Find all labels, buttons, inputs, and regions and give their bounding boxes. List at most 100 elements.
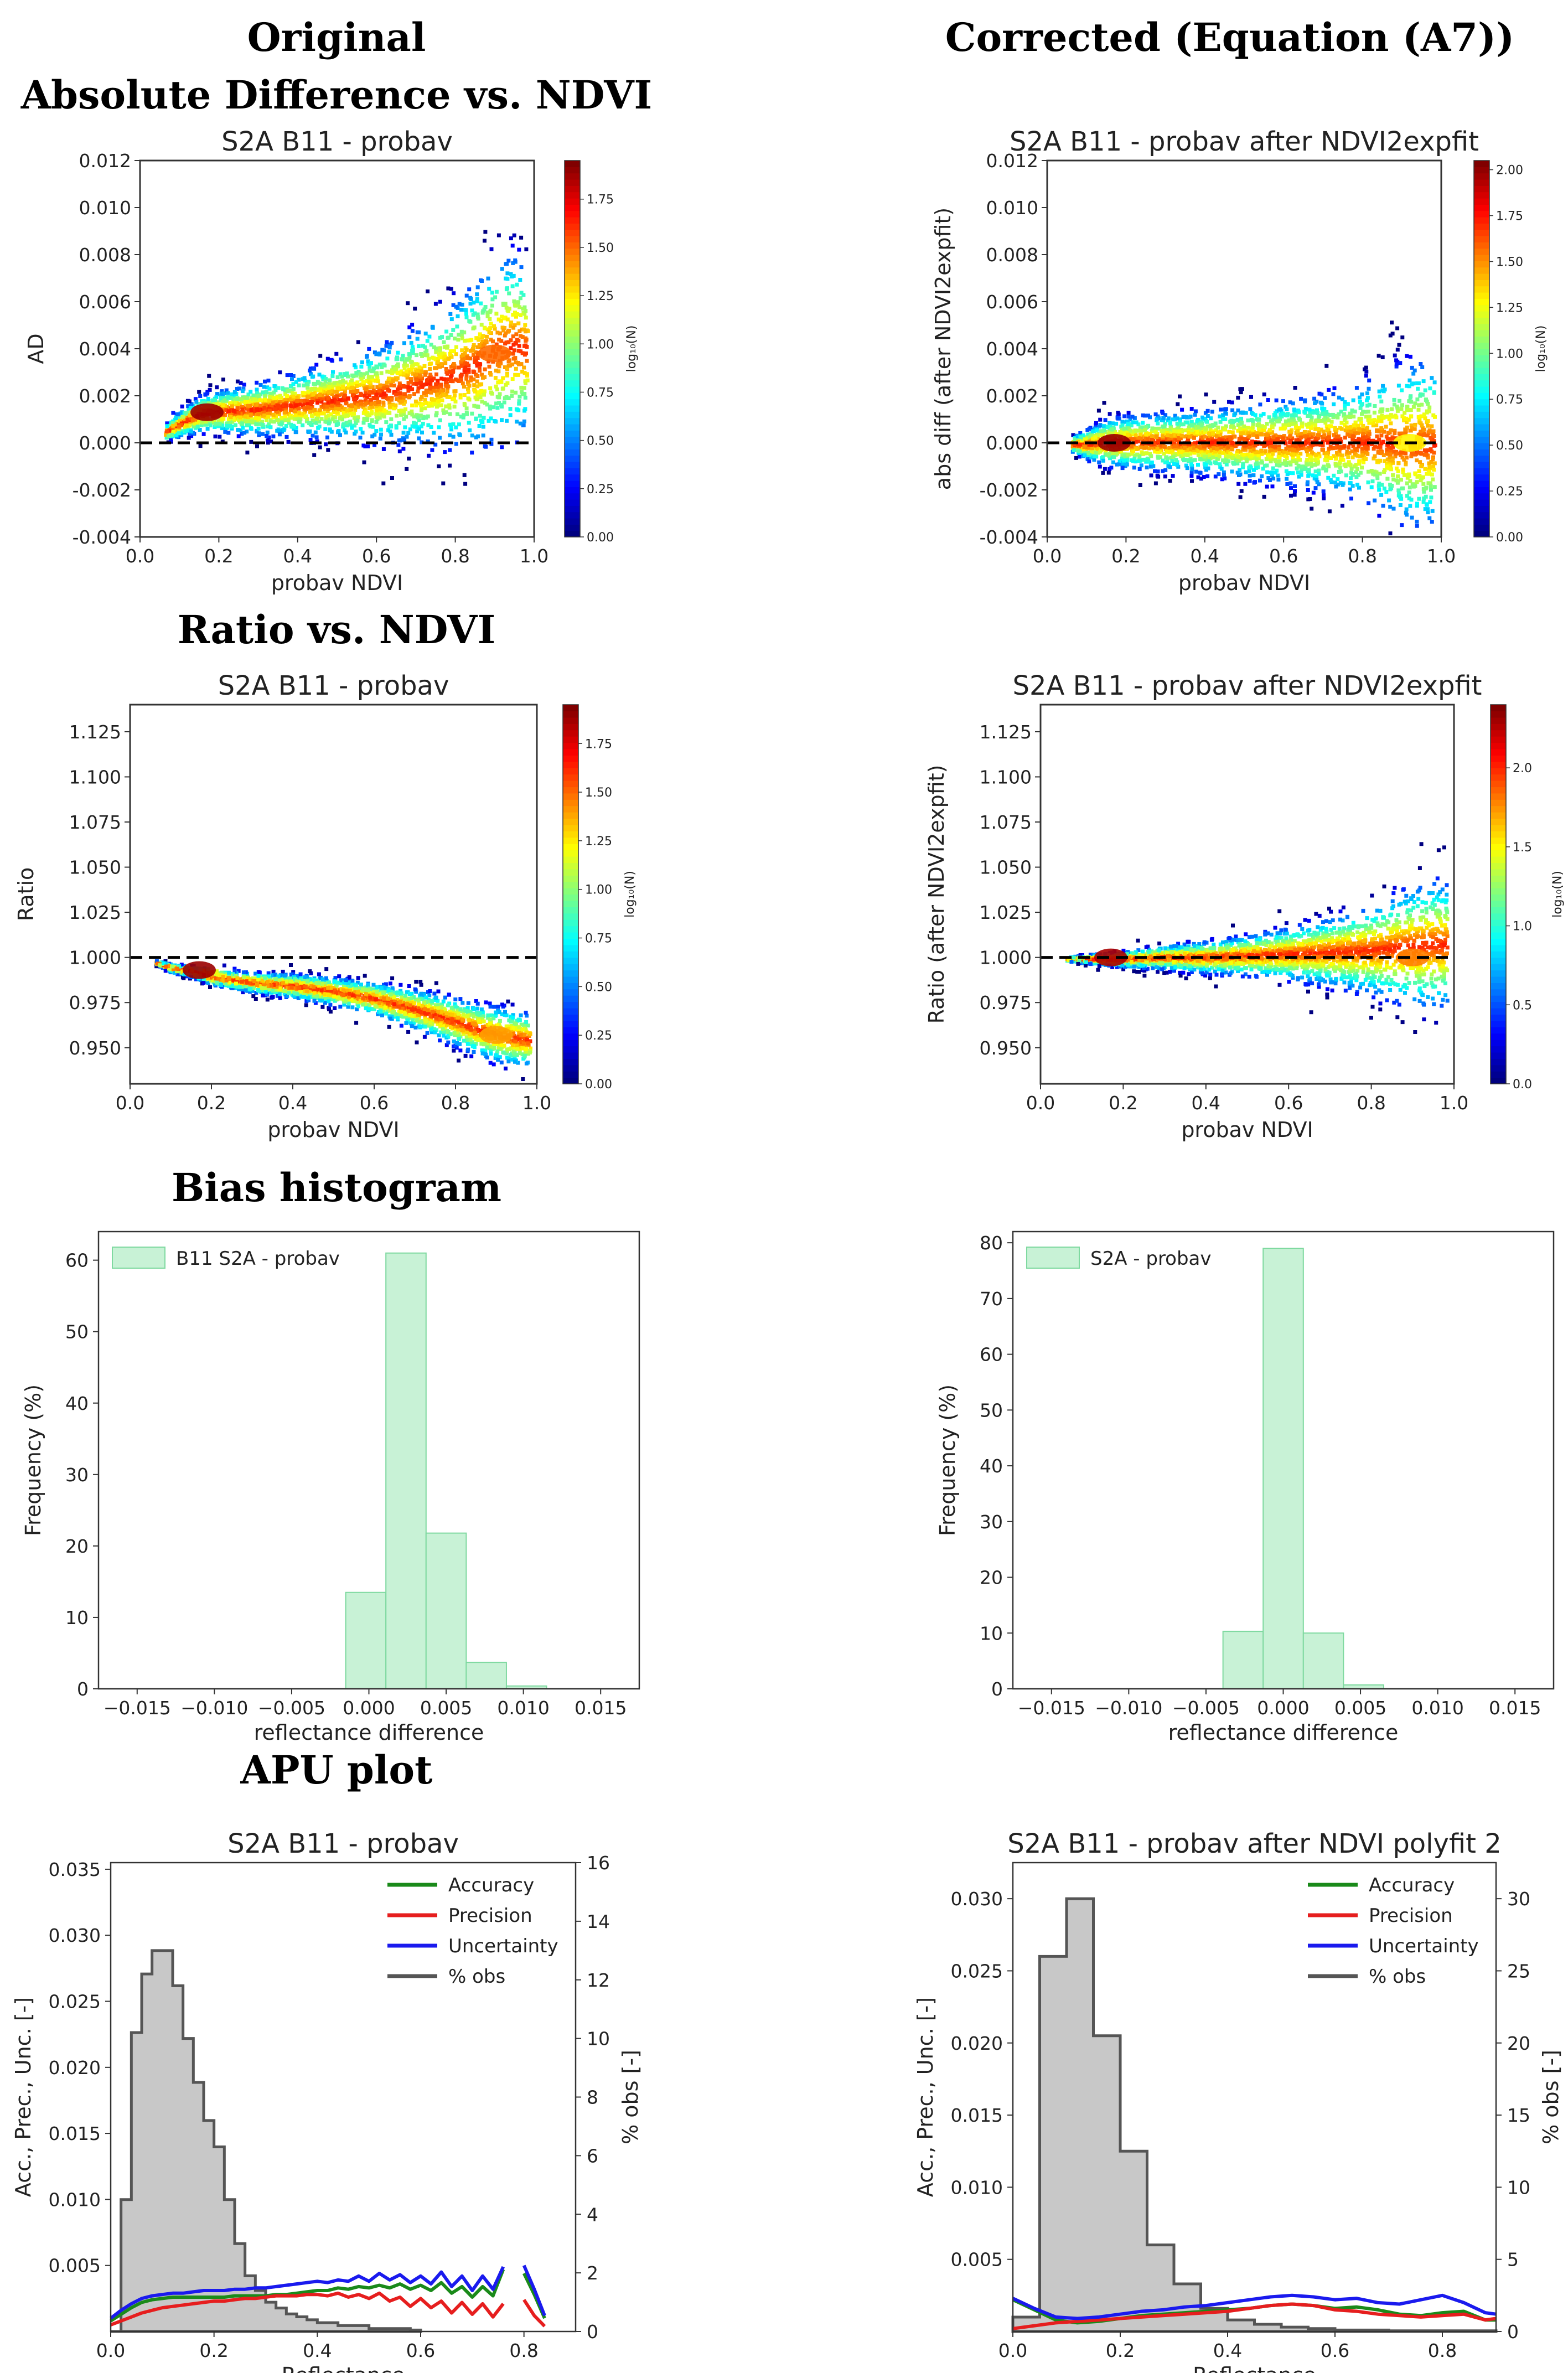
colorbar-segment: [565, 361, 580, 368]
density-point: [1078, 438, 1083, 443]
density-point: [1267, 478, 1272, 482]
density-point: [1136, 436, 1141, 440]
density-point: [1288, 430, 1292, 434]
density-point: [1215, 433, 1220, 438]
density-point: [1099, 433, 1104, 437]
density-point: [1175, 438, 1179, 442]
density-point: [265, 424, 270, 428]
density-point: [1430, 509, 1435, 513]
density-point: [1290, 417, 1293, 421]
density-point: [489, 322, 493, 326]
density-point: [1177, 436, 1181, 440]
density-point: [1218, 420, 1223, 424]
density-point: [230, 404, 234, 409]
density-point: [396, 350, 400, 355]
colorbar-segment: [565, 380, 580, 387]
density-point: [484, 339, 488, 343]
density-point: [254, 416, 258, 421]
density-point: [1162, 452, 1166, 456]
density-point: [1290, 444, 1295, 448]
density-point: [480, 279, 484, 283]
density-point: [1353, 438, 1357, 443]
density-point: [325, 435, 329, 440]
density-point: [331, 415, 335, 419]
density-point: [449, 379, 453, 383]
density-point: [1274, 415, 1278, 419]
density-point: [410, 365, 414, 370]
density-point: [1145, 437, 1150, 441]
density-point: [1206, 466, 1210, 471]
density-point: [235, 379, 240, 384]
density-point: [368, 390, 372, 394]
density-point: [380, 407, 385, 411]
density-point: [389, 383, 394, 387]
density-point: [402, 401, 406, 406]
density-point: [359, 427, 363, 431]
density-point: [1222, 470, 1226, 474]
density-point: [421, 421, 425, 426]
density-point: [458, 395, 463, 400]
density-point: [318, 445, 322, 449]
density-point: [234, 400, 237, 405]
density-point: [341, 385, 345, 389]
density-point: [1147, 446, 1151, 451]
colorbar-segment: [565, 368, 580, 374]
density-point: [396, 443, 401, 447]
density-point: [265, 430, 270, 435]
density-point: [474, 397, 479, 401]
density-point: [1294, 426, 1298, 431]
density-point: [1366, 417, 1370, 422]
density-point: [387, 350, 391, 354]
density-point: [421, 384, 425, 388]
density-point: [413, 425, 417, 429]
density-point: [215, 402, 220, 407]
density-point: [1381, 504, 1385, 508]
density-point: [1385, 462, 1389, 466]
density-point: [1218, 464, 1223, 469]
density-point: [1371, 421, 1375, 425]
density-point: [1148, 436, 1152, 440]
density-point: [1275, 419, 1280, 423]
density-point: [1226, 450, 1230, 454]
density-point: [276, 404, 280, 408]
density-point: [291, 382, 296, 386]
density-point: [1360, 392, 1364, 397]
density-point: [1389, 428, 1393, 432]
density-point: [415, 353, 419, 358]
density-point: [499, 402, 503, 407]
density-point: [1298, 417, 1302, 422]
density-point: [306, 385, 310, 390]
density-point: [415, 378, 419, 382]
density-point: [355, 403, 360, 407]
colorbar-segment: [565, 292, 580, 299]
density-point: [239, 381, 243, 385]
density-point: [1148, 432, 1152, 436]
density-point: [368, 380, 372, 385]
density-point: [1382, 487, 1386, 491]
density-point: [1297, 432, 1301, 436]
density-point: [350, 378, 354, 382]
density-point: [1317, 468, 1321, 473]
density-point: [413, 421, 418, 426]
density-point: [1114, 451, 1119, 456]
density-point: [1361, 432, 1365, 436]
density-point: [465, 338, 469, 343]
density-point: [1238, 495, 1243, 499]
density-point: [1150, 429, 1154, 433]
density-point: [1260, 474, 1264, 478]
density-point: [523, 379, 527, 384]
density-point: [1277, 407, 1281, 412]
colorbar-segment: [565, 248, 580, 255]
density-point: [1423, 467, 1427, 471]
density-point: [1398, 399, 1401, 403]
density-point: [1270, 431, 1274, 435]
density-point: [444, 329, 449, 334]
density-point: [479, 301, 483, 306]
density-point: [459, 308, 463, 312]
density-point: [1153, 469, 1157, 473]
density-point: [467, 287, 472, 292]
density-point: [483, 401, 487, 405]
density-point: [1399, 497, 1404, 501]
density-point: [419, 352, 423, 356]
density-point: [214, 395, 219, 400]
